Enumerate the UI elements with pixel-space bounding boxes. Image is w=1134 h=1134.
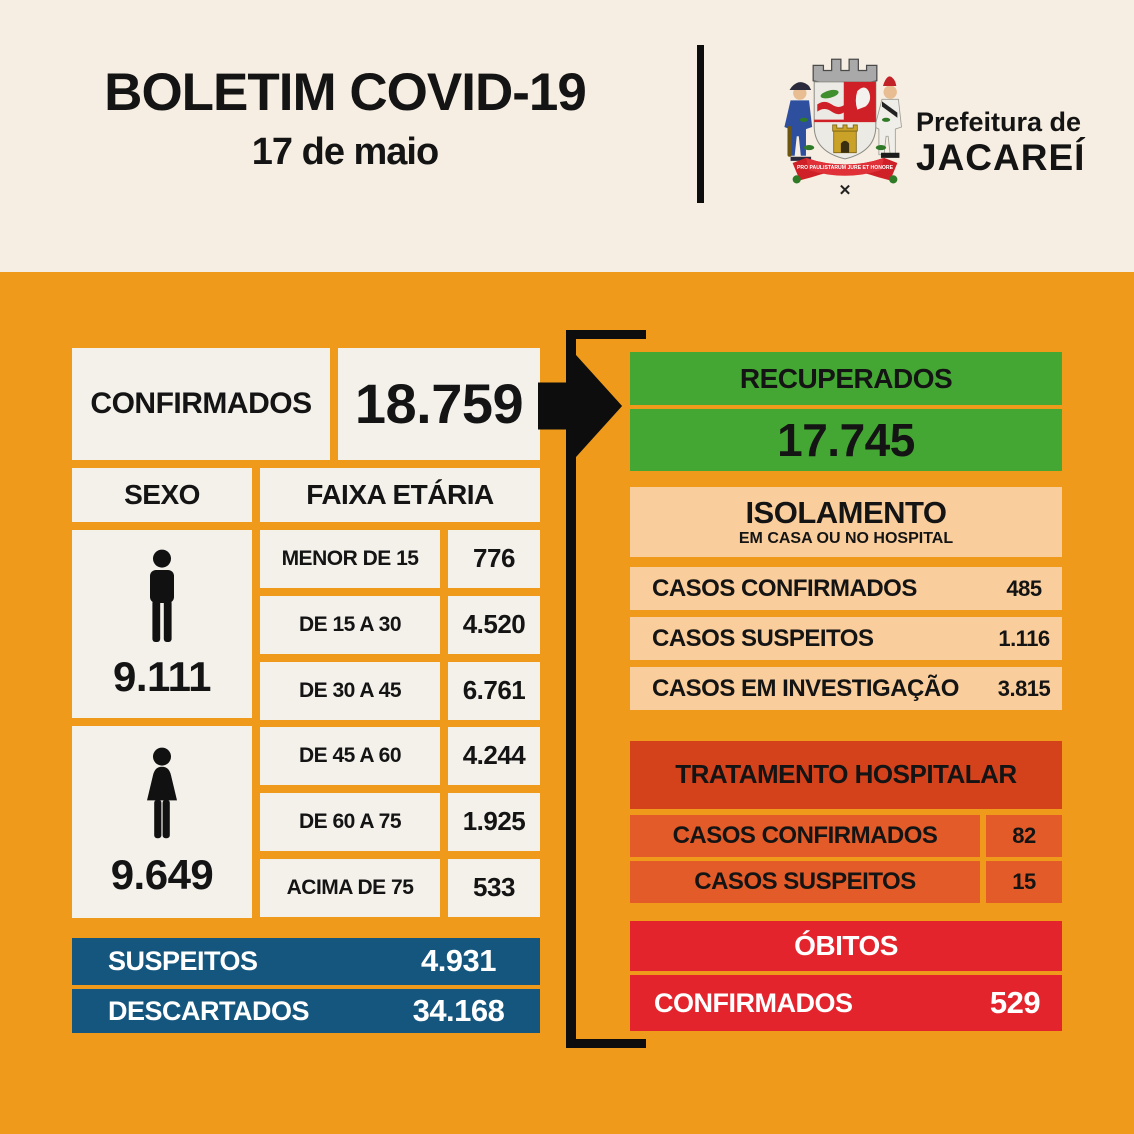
mural-crown	[812, 58, 878, 85]
bracket-bottom-line	[566, 1039, 646, 1048]
isolation-subtitle: EM CASA OU NO HOSPITAL	[738, 529, 954, 547]
male-count-box: 9.111	[72, 530, 252, 718]
female-count: 9.649	[110, 850, 214, 898]
hospital-row-value: 15	[986, 861, 1062, 903]
isolation-row-value: 485	[986, 567, 1062, 610]
isolation-header-box: ISOLAMENTO EM CASA OU NO HOSPITAL	[630, 487, 1062, 557]
deaths-row-value: 529	[968, 975, 1062, 1031]
discarded-value-box: 34.168	[377, 989, 540, 1033]
shield-partition	[814, 81, 876, 123]
age-row-label: DE 45 A 60	[260, 727, 440, 785]
jacarei-coat-of-arms-icon: PRO PAULISTARUM JURE ET HONORE	[784, 58, 902, 195]
flow-arrow-icon	[538, 345, 623, 467]
hospital-row-label: CASOS CONFIRMADOS	[630, 815, 980, 857]
org-name-block: Prefeitura de JACAREÍ	[916, 107, 1086, 178]
male-count: 9.111	[113, 652, 211, 700]
discarded-label-box: DESCARTADOS	[72, 989, 409, 1033]
motto-ribbon: PRO PAULISTARUM JURE ET HONORE	[792, 157, 898, 181]
hospital-row-label: CASOS SUSPEITOS	[630, 861, 980, 903]
age-row-value: 776	[448, 530, 540, 588]
recovered-value-box: 17.745	[630, 409, 1062, 471]
female-count-box: 9.649	[72, 726, 252, 918]
isolation-title: ISOLAMENTO	[745, 494, 947, 530]
bracket-top-line	[566, 330, 646, 339]
isolation-row-value: 3.815	[986, 667, 1062, 710]
hospital-header-box: TRATAMENTO HOSPITALAR	[630, 741, 1062, 809]
age-row-label: MENOR DE 15	[260, 530, 440, 588]
bulletin-date: 17 de maio	[251, 131, 439, 173]
motto-text: PRO PAULISTARUM JURE ET HONORE	[797, 165, 894, 171]
male-icon	[150, 549, 174, 642]
sex-header-box: SEXO	[72, 468, 252, 522]
age-row-value: 533	[448, 859, 540, 917]
hospital-row-value: 82	[986, 815, 1062, 857]
suspects-value-box: 4.931	[377, 938, 540, 985]
right-supporter-figure	[874, 76, 902, 158]
age-row-label: DE 15 A 30	[260, 596, 440, 654]
age-row-value: 6.761	[448, 662, 540, 720]
bracket-vertical-line	[566, 330, 576, 1048]
female-icon	[147, 747, 177, 839]
header-band: BOLETIM COVID-19 17 de maio	[0, 0, 1134, 272]
age-row-value: 4.520	[448, 596, 540, 654]
ribbon-cross	[840, 184, 850, 195]
age-header-box: FAIXA ETÁRIA	[260, 468, 540, 522]
deaths-row-label: CONFIRMADOS	[630, 975, 986, 1031]
bulletin-title: BOLETIM COVID-19	[104, 63, 587, 122]
header-divider	[697, 45, 704, 203]
suspects-label-box: SUSPEITOS	[72, 938, 409, 985]
title-block: BOLETIM COVID-19 17 de maio	[40, 62, 650, 174]
confirmed-label-box: CONFIRMADOS	[72, 348, 330, 460]
laurel-sprigs	[792, 117, 898, 184]
age-row-label: DE 60 A 75	[260, 793, 440, 851]
age-row-value: 4.244	[448, 727, 540, 785]
age-row-label: ACIMA DE 75	[260, 859, 440, 917]
org-name-line2: JACAREÍ	[916, 136, 1086, 178]
isolation-row-label: CASOS CONFIRMADOS	[630, 567, 1002, 610]
confirmed-value-box: 18.759	[338, 348, 540, 460]
recovered-header-box: RECUPERADOS	[630, 352, 1062, 405]
isolation-row-value: 1.116	[986, 617, 1062, 660]
org-name-line1: Prefeitura de	[916, 107, 1082, 137]
age-row-value: 1.925	[448, 793, 540, 851]
red-wavy-band	[817, 101, 845, 115]
green-branch	[820, 89, 839, 99]
deaths-header-box: ÓBITOS	[630, 921, 1062, 971]
isolation-row-label: CASOS SUSPEITOS	[630, 617, 1002, 660]
golden-tower	[832, 124, 858, 154]
age-row-label: DE 30 A 45	[260, 662, 440, 720]
left-supporter-figure	[784, 82, 813, 161]
isolation-row-label: CASOS EM INVESTIGAÇÃO	[630, 667, 1002, 710]
lion-rampant	[855, 87, 871, 110]
